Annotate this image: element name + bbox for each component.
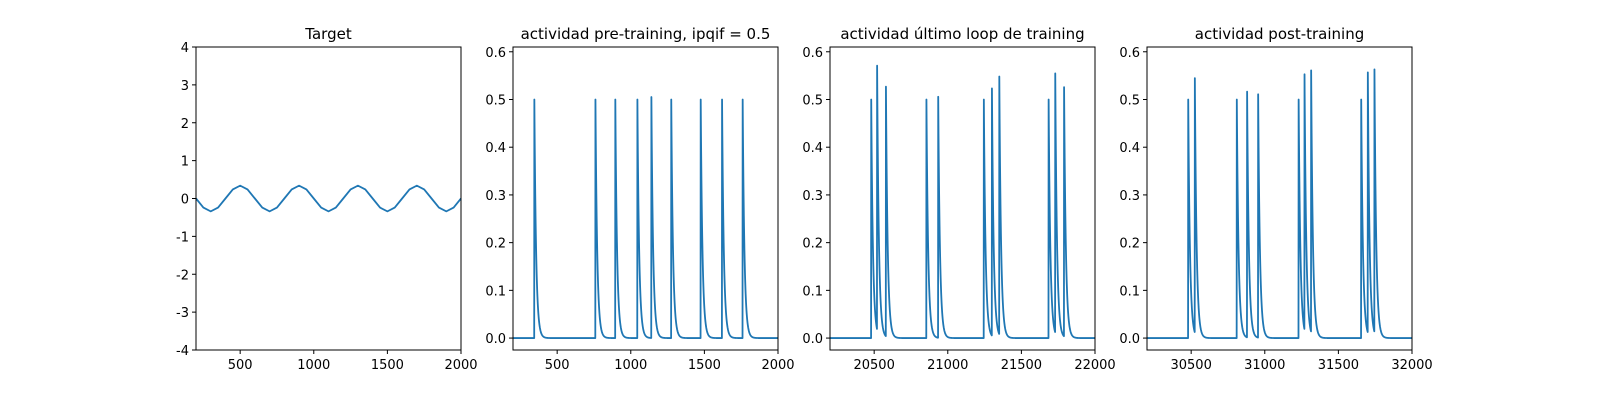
- y-tick-label: 0.0: [1119, 332, 1140, 347]
- panel-title: actividad último loop de training: [840, 25, 1084, 43]
- y-tick-label: 0.3: [1119, 189, 1140, 204]
- y-tick-label: 1: [181, 155, 189, 170]
- x-tick-label: 21000: [927, 358, 968, 373]
- y-tick-label: -2: [176, 268, 189, 283]
- panel-last-training-loop: 20500 21000 21500 22000 0.0 0.1 0.2 0.3 0.4 0.5 0.…: [802, 25, 1115, 373]
- y-tick-label: 0.0: [485, 332, 506, 347]
- x-tick-label: 2000: [444, 358, 477, 373]
- series-line: [830, 64, 1095, 339]
- x-tick-label: 1000: [297, 358, 330, 373]
- x-tick-label: 1000: [614, 358, 647, 373]
- y-tick-label: -1: [176, 230, 189, 245]
- axes-frame: [512, 46, 779, 351]
- y-tick-label: 0.1: [802, 284, 823, 299]
- series-line: [1147, 68, 1412, 339]
- y-tick-label: 0.0: [802, 332, 823, 347]
- axes-frame: [1146, 46, 1413, 351]
- x-tick-label: 22000: [1074, 358, 1115, 373]
- panel-title: Target: [304, 25, 352, 43]
- y-tick-label: 0.6: [485, 46, 506, 61]
- y-tick-label: 0.6: [1119, 46, 1140, 61]
- series-line: [196, 184, 461, 213]
- x-tick-label: 20500: [853, 358, 894, 373]
- axes-frame: [195, 46, 462, 351]
- y-tick-label: 0.2: [485, 237, 506, 252]
- y-tick-label: 0.1: [1119, 284, 1140, 299]
- panel-title: actividad post-training: [1195, 25, 1364, 43]
- x-tick-label: 1500: [371, 358, 404, 373]
- panel-post-training: 30500 31000 31500 32000 0.0 0.1 0.2 0.3 0.4 0.5 0.…: [1119, 25, 1432, 373]
- y-tick-label: 4: [181, 41, 189, 56]
- panel-pre-training: 500 1000 1500 2000 0.0 0.1 0.2 0.3 0.4 0.5 0.6 acti…: [485, 25, 794, 373]
- y-tick-label: 2: [181, 117, 189, 132]
- y-tick-label: -3: [176, 306, 189, 321]
- y-tick-label: 3: [181, 79, 189, 94]
- y-tick-label: 0.5: [485, 93, 506, 108]
- y-tick-label: 0.2: [1119, 237, 1140, 252]
- y-tick-label: 0.3: [485, 189, 506, 204]
- x-tick-label: 500: [228, 358, 253, 373]
- y-tick-label: 0.4: [485, 141, 506, 156]
- series-line: [513, 96, 778, 339]
- y-tick-label: 0.4: [1119, 141, 1140, 156]
- x-tick-label: 31500: [1318, 358, 1359, 373]
- y-tick-label: 0.4: [802, 141, 823, 156]
- x-tick-label: 500: [545, 358, 570, 373]
- x-tick-label: 21500: [1001, 358, 1042, 373]
- x-tick-label: 31000: [1244, 358, 1285, 373]
- axes-frame: [829, 46, 1096, 351]
- panel-title: actividad pre-training, ipqif = 0.5: [521, 25, 771, 43]
- x-tick-label: 1500: [688, 358, 721, 373]
- y-tick-label: 0.1: [485, 284, 506, 299]
- x-tick-label: 30500: [1170, 358, 1211, 373]
- y-tick-label: 0.2: [802, 237, 823, 252]
- x-tick-label: 32000: [1391, 358, 1432, 373]
- y-tick-label: 0.5: [1119, 93, 1140, 108]
- y-tick-label: 0.3: [802, 189, 823, 204]
- y-tick-label: -4: [176, 344, 189, 359]
- x-tick-label: 2000: [761, 358, 794, 373]
- y-tick-label: 0: [181, 193, 189, 208]
- panel-target: 500 1000 1500 2000 -4 -3 -2 -1 0 1 2 3 4 Target: [176, 25, 478, 373]
- y-tick-label: 0.5: [802, 93, 823, 108]
- y-tick-label: 0.6: [802, 46, 823, 61]
